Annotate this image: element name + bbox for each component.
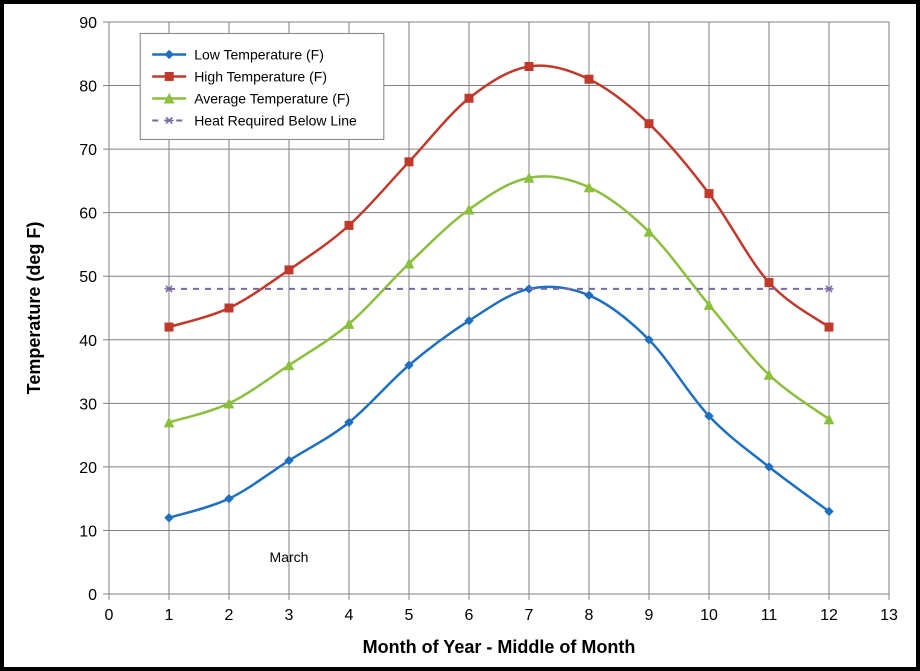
x-tick-label: 3 bbox=[285, 607, 294, 624]
y-tick-label: 50 bbox=[79, 269, 97, 286]
y-tick-label: 90 bbox=[79, 15, 97, 32]
annotation-text: March bbox=[270, 549, 309, 565]
x-tick-label: 6 bbox=[465, 607, 474, 624]
y-tick-label: 20 bbox=[79, 460, 97, 477]
y-tick-label: 60 bbox=[79, 206, 97, 223]
x-axis-label: Month of Year - Middle of Month bbox=[363, 637, 636, 657]
x-tick-label: 13 bbox=[880, 607, 898, 624]
y-tick-label: 0 bbox=[88, 587, 97, 604]
temperature-chart: 0123456789101112130102030405060708090Mon… bbox=[4, 4, 916, 667]
y-tick-label: 10 bbox=[79, 523, 97, 540]
x-tick-label: 10 bbox=[700, 607, 718, 624]
x-tick-label: 8 bbox=[585, 607, 594, 624]
x-tick-label: 7 bbox=[525, 607, 534, 624]
y-tick-label: 80 bbox=[79, 79, 97, 96]
y-axis-label: Temperature (deg F) bbox=[24, 222, 44, 395]
series-line bbox=[169, 176, 829, 422]
x-tick-label: 0 bbox=[105, 607, 114, 624]
x-tick-label: 11 bbox=[761, 607, 778, 624]
x-tick-label: 9 bbox=[645, 607, 654, 624]
legend-label: Average Temperature (F) bbox=[194, 90, 350, 106]
x-tick-label: 2 bbox=[225, 607, 234, 624]
x-tick-label: 1 bbox=[165, 607, 174, 624]
legend-label: Low Temperature (F) bbox=[194, 46, 324, 62]
y-tick-label: 40 bbox=[79, 333, 97, 350]
x-tick-label: 4 bbox=[345, 607, 354, 624]
legend-label: Heat Required Below Line bbox=[194, 112, 357, 128]
y-tick-label: 70 bbox=[79, 142, 97, 159]
chart-frame: 0123456789101112130102030405060708090Mon… bbox=[0, 0, 920, 671]
legend-label: High Temperature (F) bbox=[194, 68, 327, 84]
legend: Low Temperature (F) High Temperature (F) A… bbox=[140, 33, 384, 139]
y-tick-label: 30 bbox=[79, 396, 97, 413]
x-tick-label: 5 bbox=[405, 607, 414, 624]
x-tick-label: 12 bbox=[820, 607, 838, 624]
series-line bbox=[169, 287, 829, 518]
